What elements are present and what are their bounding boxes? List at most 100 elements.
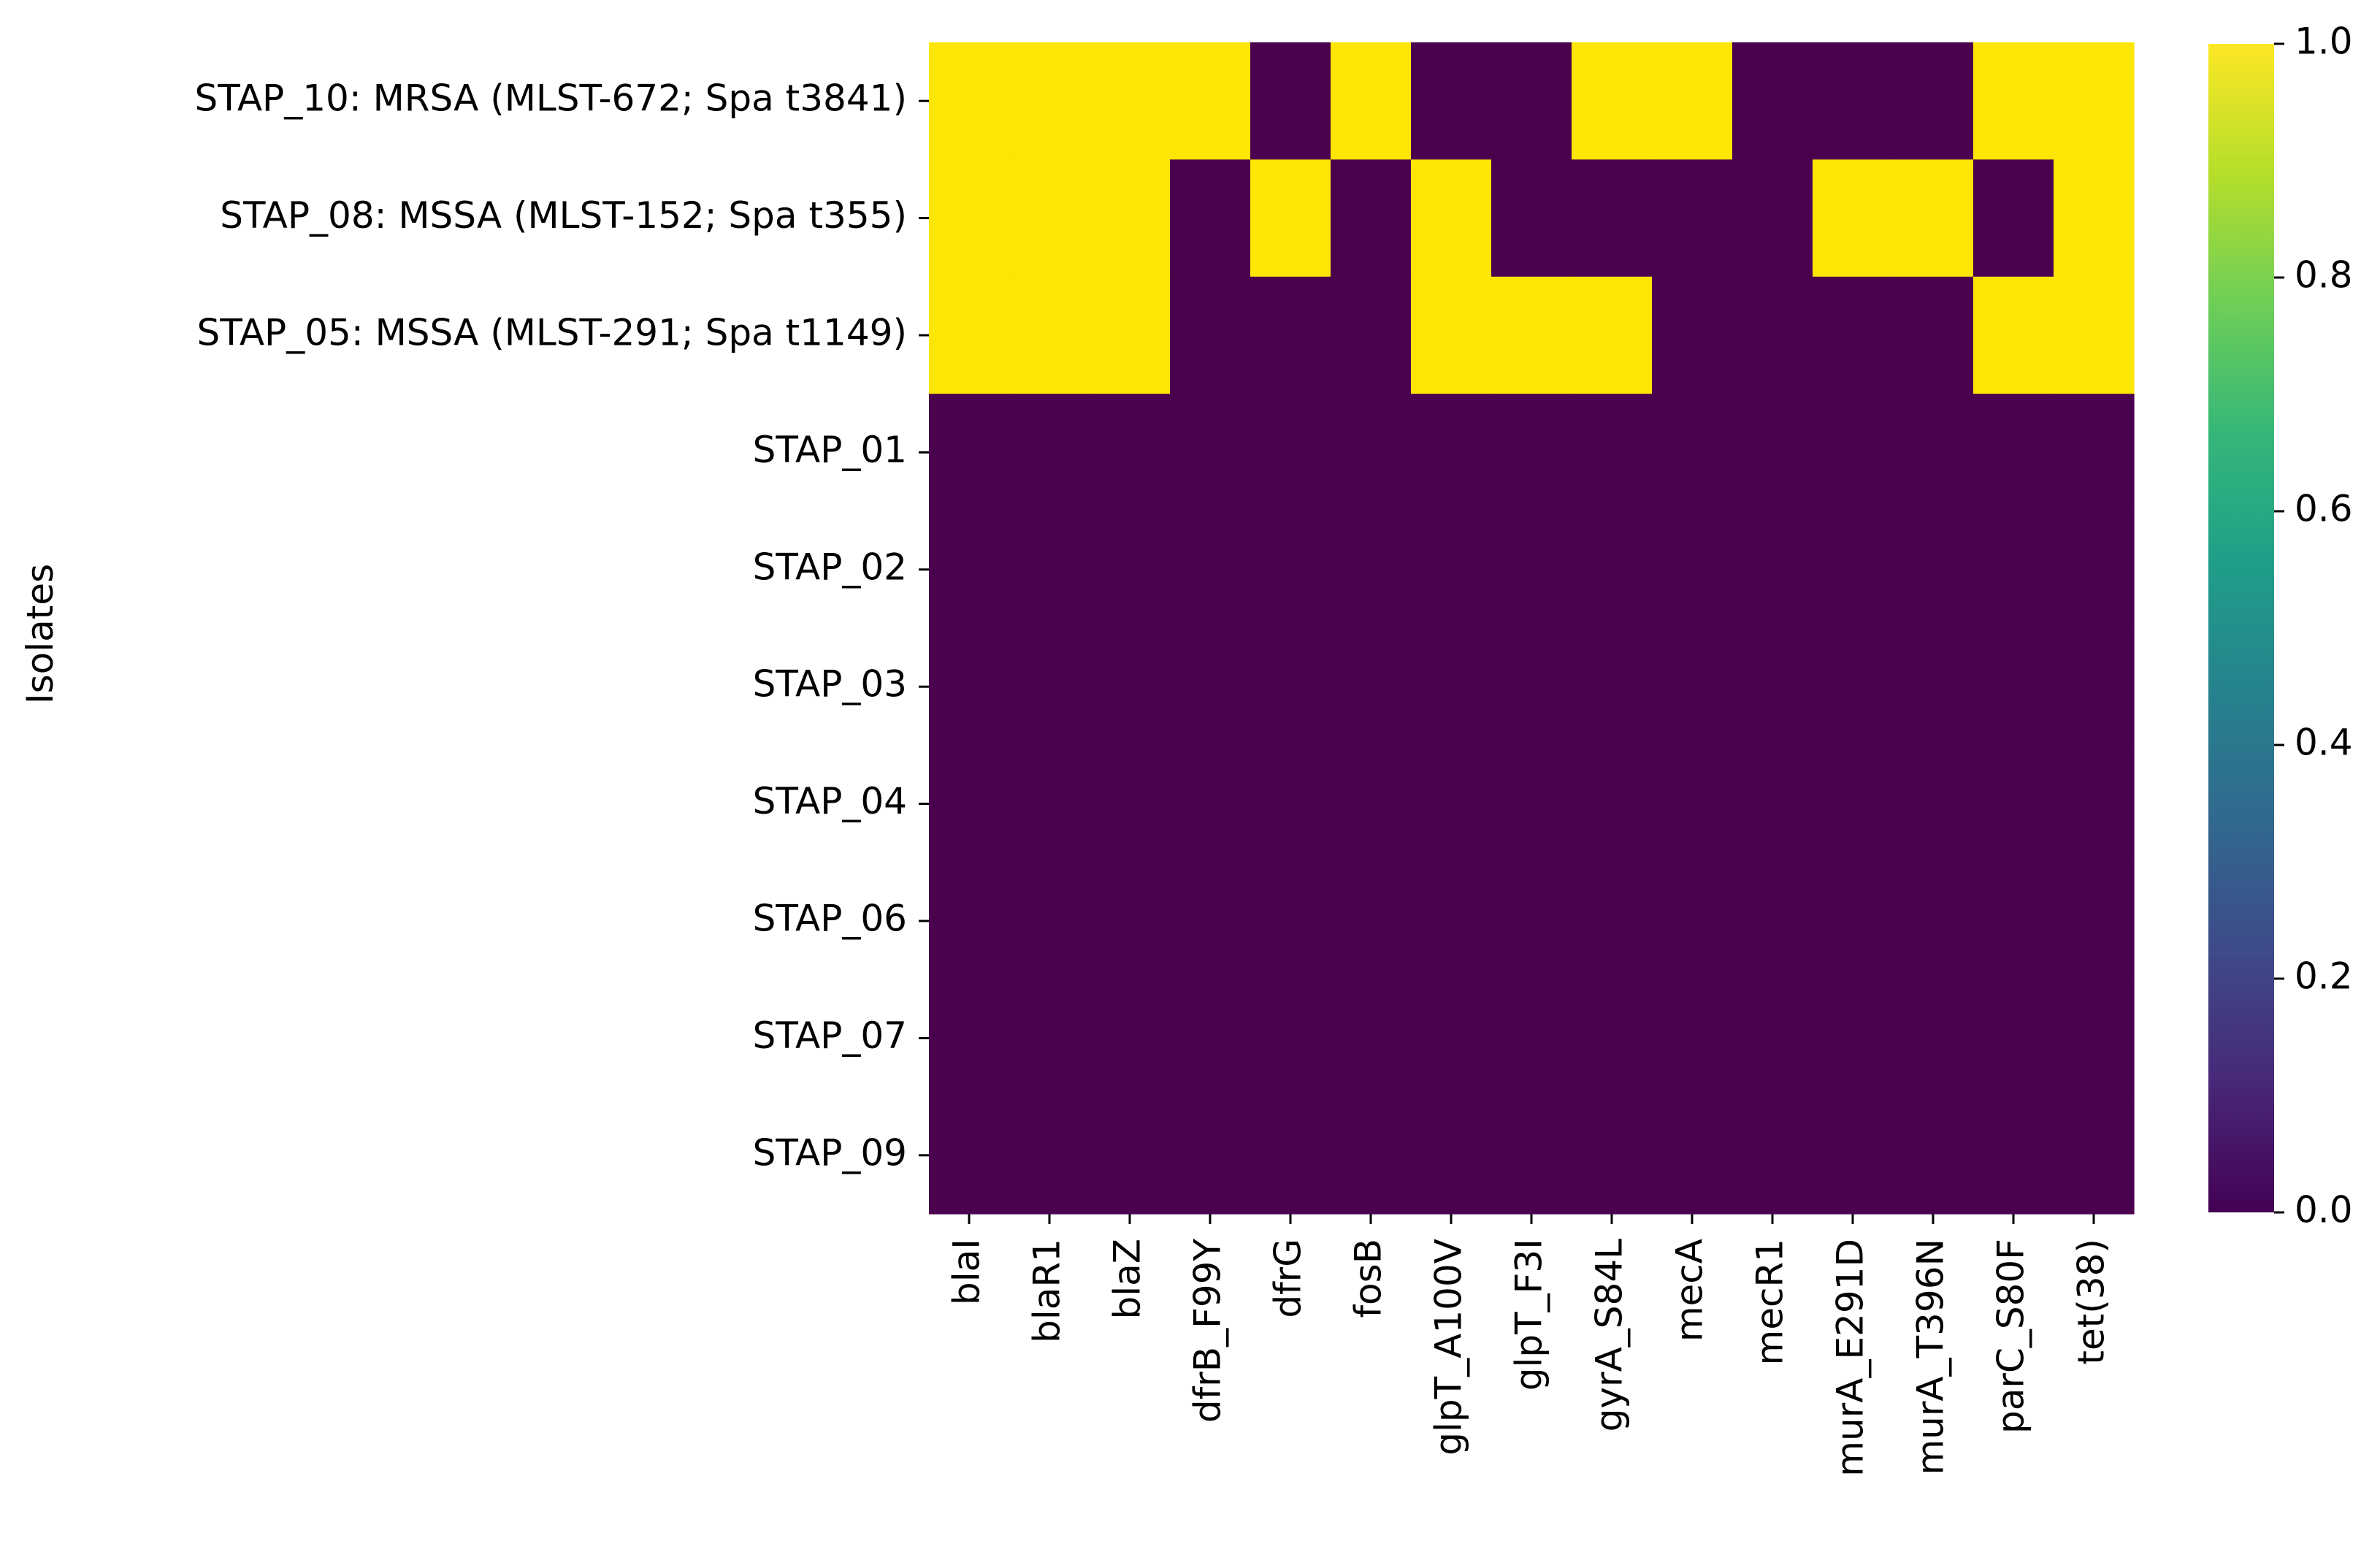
- heatmap-cells: [929, 42, 2135, 1215]
- heatmap-cell: [1331, 394, 1412, 512]
- x-axis: blaI blaR1 blaZ dfrB_F99Y dfrG fosB glpT_A100V…: [946, 1214, 2113, 1477]
- heatmap-cell: [1652, 979, 1733, 1098]
- y-tick-label: STAP_03: [753, 663, 907, 706]
- heatmap-cell: [1491, 276, 1572, 394]
- heatmap-cell: [1411, 862, 1492, 980]
- heatmap-cell: [1250, 1096, 1331, 1215]
- heatmap-cell: [1572, 276, 1653, 394]
- heatmap-cell: [1973, 159, 2054, 278]
- heatmap-cell: [1652, 1096, 1733, 1215]
- heatmap-cell: [1411, 159, 1492, 278]
- y-tick-label: STAP_06: [753, 898, 907, 940]
- y-tick-label: STAP_08: MSSA (MLST-152; Spa t355): [220, 194, 907, 237]
- y-tick-label: STAP_02: [753, 546, 907, 588]
- heatmap-cell: [1331, 1096, 1412, 1215]
- y-axis-label: Isolates: [19, 564, 61, 704]
- heatmap-cell: [1813, 394, 1894, 512]
- heatmap-cell: [2054, 394, 2135, 512]
- heatmap-cell: [1331, 159, 1412, 278]
- heatmap-cell: [1170, 1096, 1251, 1215]
- heatmap-cell: [1652, 511, 1733, 629]
- heatmap-cell: [1250, 628, 1331, 746]
- heatmap-cell: [1491, 159, 1572, 278]
- heatmap-cell: [1572, 1096, 1653, 1215]
- heatmap-cell: [1973, 394, 2054, 512]
- y-tick-label: STAP_01: [753, 429, 907, 471]
- heatmap-cell: [1652, 862, 1733, 980]
- heatmap-cell: [2054, 159, 2135, 278]
- heatmap-cell: [1572, 862, 1653, 980]
- heatmap-cell: [1009, 862, 1090, 980]
- heatmap-cell: [1732, 979, 1813, 1098]
- heatmap-cell: [2054, 1096, 2135, 1215]
- heatmap-cell: [1170, 159, 1251, 278]
- heatmap-cell: [1331, 745, 1412, 863]
- heatmap-cell: [1973, 1096, 2054, 1215]
- heatmap-cell: [1331, 628, 1412, 746]
- heatmap-cell: [1732, 276, 1813, 394]
- heatmap-cell: [1652, 42, 1733, 160]
- heatmap-cell: [2054, 42, 2135, 160]
- heatmap-cell: [1250, 42, 1331, 160]
- y-tick-label: STAP_07: [753, 1014, 907, 1057]
- heatmap-cell: [1170, 42, 1251, 160]
- heatmap-cell: [1090, 979, 1171, 1098]
- heatmap-cell: [929, 159, 1010, 278]
- colorbar-tick-label: 0.8: [2295, 254, 2353, 297]
- heatmap-cell: [1813, 159, 1894, 278]
- heatmap-cell: [1250, 745, 1331, 863]
- heatmap-cell: [1652, 159, 1733, 278]
- x-tick-label: glpT_A100V: [1428, 1239, 1470, 1456]
- heatmap-cell: [1491, 745, 1572, 863]
- heatmap-cell: [1973, 42, 2054, 160]
- heatmap-cell: [1411, 511, 1492, 629]
- heatmap-cell: [1491, 511, 1572, 629]
- heatmap-cell: [1331, 511, 1412, 629]
- heatmap-cell: [1813, 511, 1894, 629]
- heatmap-cell: [929, 745, 1010, 863]
- heatmap-cell: [1813, 862, 1894, 980]
- colorbar-tick-label: 0.4: [2295, 722, 2353, 764]
- heatmap-cell: [929, 276, 1010, 394]
- heatmap-cell: [1813, 745, 1894, 863]
- colorbar-tick-label: 1.0: [2295, 20, 2353, 63]
- heatmap-cell: [1893, 276, 1974, 394]
- heatmap-cell: [1572, 511, 1653, 629]
- heatmap-cell: [1170, 862, 1251, 980]
- heatmap-cell: [1411, 42, 1492, 160]
- heatmap-cell: [1090, 42, 1171, 160]
- heatmap-cell: [1732, 511, 1813, 629]
- x-tick-label: tet(38): [2070, 1239, 2113, 1365]
- colorbar-gradient: [2208, 44, 2274, 1212]
- x-tick-label: dfrB_F99Y: [1187, 1239, 1229, 1423]
- heatmap-cell: [1491, 628, 1572, 746]
- heatmap-cell: [1973, 628, 2054, 746]
- x-tick-label: glpT_F3I: [1508, 1239, 1550, 1391]
- heatmap-cell: [1572, 979, 1653, 1098]
- heatmap-cell: [1973, 511, 2054, 629]
- heatmap-cell: [1090, 159, 1171, 278]
- heatmap-cell: [1652, 745, 1733, 863]
- y-tick-label: STAP_05: MSSA (MLST-291; Spa t1149): [196, 312, 907, 354]
- heatmap-cell: [1331, 42, 1412, 160]
- heatmap-cell: [1170, 745, 1251, 863]
- heatmap-cell: [1411, 276, 1492, 394]
- heatmap-cell: [1250, 862, 1331, 980]
- heatmap-cell: [1813, 276, 1894, 394]
- y-tick-label: STAP_09: [753, 1131, 907, 1174]
- heatmap-cell: [1973, 862, 2054, 980]
- heatmap-cell: [2054, 745, 2135, 863]
- heatmap-cell: [1090, 1096, 1171, 1215]
- heatmap-cell: [1009, 628, 1090, 746]
- heatmap-cell: [1250, 979, 1331, 1098]
- heatmap-cell: [1090, 862, 1171, 980]
- heatmap-cell: [1732, 1096, 1813, 1215]
- heatmap-cell: [1652, 276, 1733, 394]
- heatmap-cell: [1813, 1096, 1894, 1215]
- heatmap-cell: [1572, 159, 1653, 278]
- x-tick-label: mecR1: [1749, 1239, 1791, 1366]
- heatmap-cell: [1572, 628, 1653, 746]
- heatmap-cell: [1813, 979, 1894, 1098]
- x-tick-label: parC_S80F: [1990, 1239, 2032, 1434]
- heatmap-cell: [1572, 394, 1653, 512]
